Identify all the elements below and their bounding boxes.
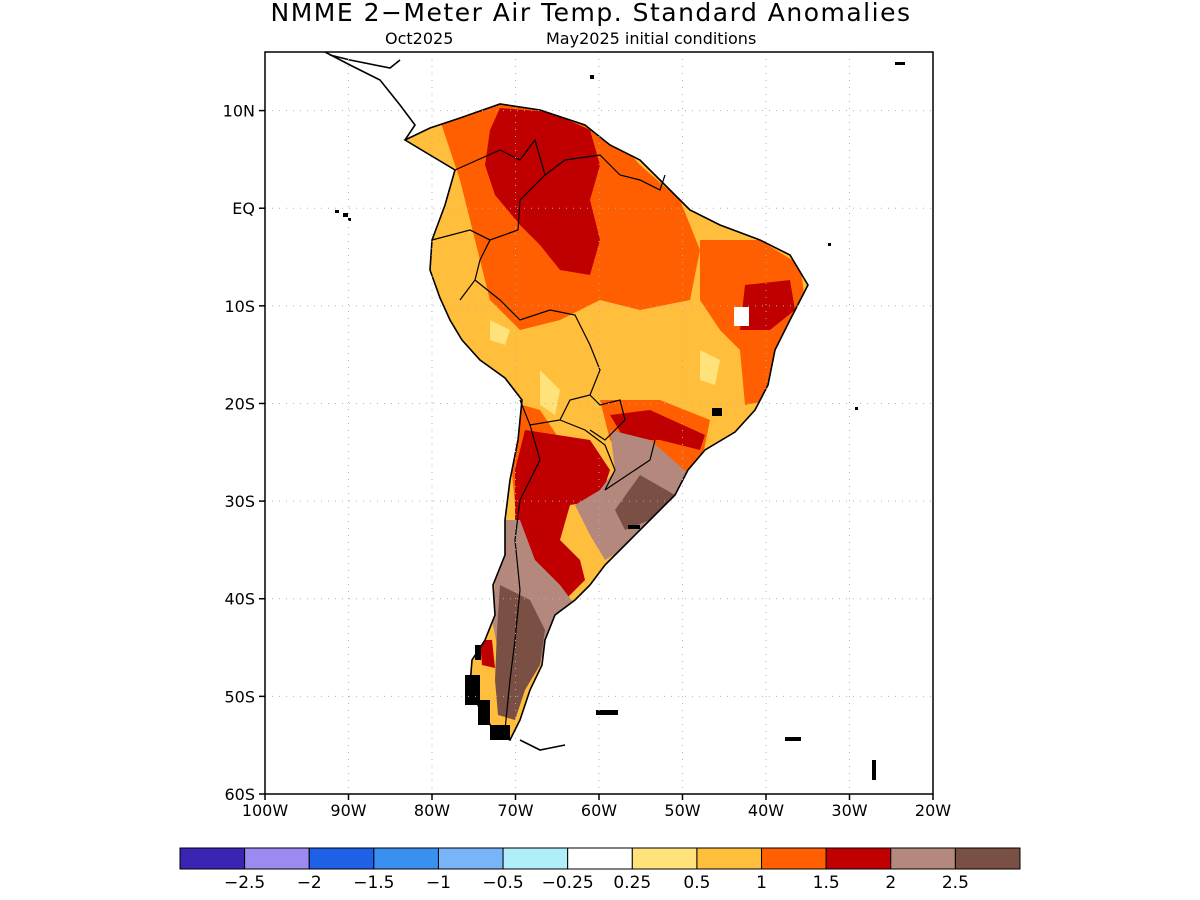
chart-title: NMME 2−Meter Air Temp. Standard Anomalie… bbox=[270, 0, 912, 27]
colorbar-swatch bbox=[502, 847, 569, 870]
colorbar-label: −2.5 bbox=[224, 873, 265, 893]
colorbar-swatch bbox=[825, 847, 892, 870]
colorbar-label: −1.5 bbox=[353, 873, 394, 893]
colorbar-label: 0.25 bbox=[613, 873, 651, 893]
lat-tick-label: 40S bbox=[224, 590, 255, 609]
colorbar-swatch bbox=[244, 847, 310, 870]
colorbar-swatch bbox=[567, 847, 633, 870]
colorbar-label: 0.5 bbox=[683, 873, 710, 893]
country-borders bbox=[431, 138, 666, 731]
colorbar-label: −0.5 bbox=[482, 873, 523, 893]
colorbar-swatch bbox=[696, 847, 763, 870]
lon-tick-label: 70W bbox=[497, 801, 533, 820]
colorbar-swatch bbox=[308, 847, 375, 870]
latitude-axis: 10N EQ 10S 20S 30S 40S 50S 60S bbox=[223, 102, 265, 804]
lon-tick-label: 40W bbox=[748, 801, 784, 820]
lat-tick-label: 50S bbox=[224, 687, 255, 706]
colorbar: −2.5 −2 −1.5 −1 −0.5 −0.25 0.25 0.5 1 1.5 2 2.5 bbox=[179, 847, 1021, 893]
colorbar-swatch bbox=[761, 847, 827, 870]
coastlines bbox=[324, 52, 809, 751]
colorbar-swatch bbox=[179, 847, 246, 870]
colorbar-swatch bbox=[631, 847, 698, 870]
colorbar-label: 1 bbox=[756, 873, 767, 893]
colorbar-label: −2 bbox=[297, 873, 322, 893]
gridlines bbox=[265, 52, 933, 794]
lon-tick-label: 20W bbox=[915, 801, 951, 820]
lon-tick-label: 30W bbox=[831, 801, 867, 820]
initial-conditions: May2025 initial conditions bbox=[546, 29, 757, 48]
colorbar-swatch bbox=[954, 847, 1021, 870]
islands bbox=[335, 62, 905, 780]
lat-tick-label: 20S bbox=[224, 394, 255, 413]
lon-tick-label: 90W bbox=[330, 801, 366, 820]
colorbar-swatch bbox=[373, 847, 439, 870]
colorbar-label: −1 bbox=[426, 873, 451, 893]
lat-tick-label: 60S bbox=[224, 785, 255, 804]
colorbar-label: 1.5 bbox=[813, 873, 840, 893]
lat-tick-label: 10S bbox=[224, 297, 255, 316]
lon-tick-label: 80W bbox=[414, 801, 450, 820]
lon-tick-label: 50W bbox=[664, 801, 700, 820]
colorbar-label: −0.25 bbox=[542, 873, 594, 893]
colorbar-label: 2.5 bbox=[942, 873, 969, 893]
lat-tick-label: EQ bbox=[232, 199, 255, 218]
lat-tick-label: 30S bbox=[224, 492, 255, 511]
lon-tick-label: 60W bbox=[581, 801, 617, 820]
forecast-month: Oct2025 bbox=[385, 29, 454, 48]
lon-tick-label: 100W bbox=[242, 801, 289, 820]
colorbar-label: 2 bbox=[885, 873, 896, 893]
longitude-axis: 100W 90W 80W 70W 60W 50W 40W 30W 20W bbox=[242, 794, 951, 820]
lat-tick-label: 10N bbox=[223, 102, 255, 121]
colorbar-swatch bbox=[437, 847, 504, 870]
colorbar-swatch bbox=[890, 847, 956, 870]
